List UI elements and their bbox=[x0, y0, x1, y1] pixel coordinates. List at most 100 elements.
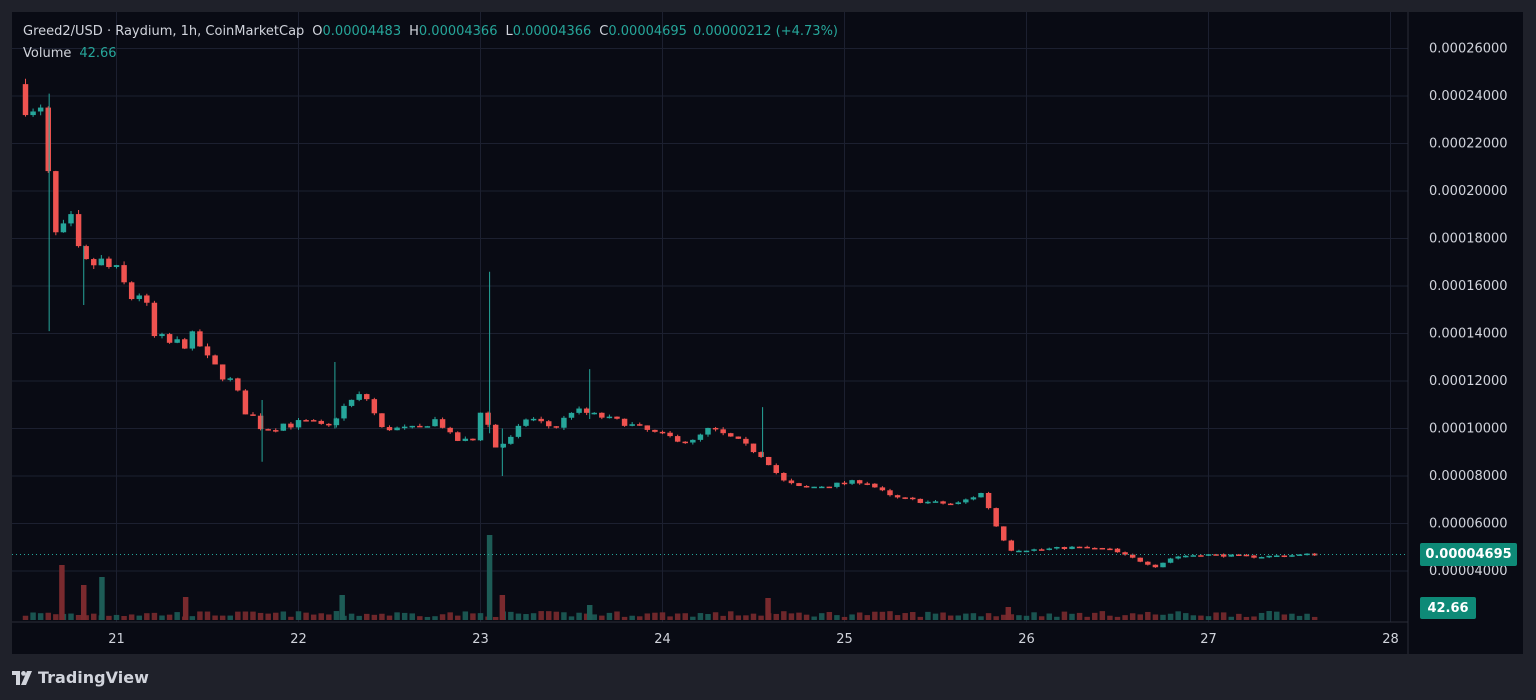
volume-bar bbox=[561, 612, 567, 620]
volume-bar bbox=[151, 612, 158, 620]
volume-bar bbox=[826, 611, 833, 620]
volume-spike-bar bbox=[1005, 607, 1012, 620]
candle-body bbox=[1281, 555, 1288, 558]
time-tick-label: 23 bbox=[472, 632, 489, 647]
volume-bar bbox=[1099, 611, 1106, 620]
volume-bar bbox=[401, 612, 408, 620]
candle-body bbox=[879, 487, 886, 491]
volume-bar bbox=[326, 614, 332, 620]
volume-bar bbox=[1274, 611, 1280, 620]
volume-bar bbox=[932, 613, 939, 620]
candle-body bbox=[364, 394, 370, 400]
volume-bar bbox=[819, 613, 825, 620]
candle-body bbox=[470, 438, 476, 441]
candle-body bbox=[819, 486, 825, 489]
candle-body bbox=[273, 430, 279, 432]
volume-bar bbox=[523, 614, 529, 620]
volume-bar bbox=[947, 615, 954, 620]
close-value: 0.00004695 bbox=[608, 24, 687, 39]
volume-bar bbox=[1038, 616, 1045, 620]
volume-bar bbox=[1023, 615, 1030, 620]
candle-body bbox=[1001, 526, 1007, 541]
price-tick-label: 0.00010000 bbox=[1429, 422, 1508, 437]
volume-bar bbox=[364, 613, 370, 620]
candle-body bbox=[257, 415, 264, 430]
volume-bar bbox=[1236, 613, 1242, 620]
volume-bar bbox=[864, 615, 870, 620]
volume-bar bbox=[515, 613, 522, 620]
volume-bar bbox=[174, 612, 180, 620]
volume-bar bbox=[1198, 615, 1204, 620]
candle-body bbox=[743, 438, 749, 444]
volume-bar bbox=[963, 613, 969, 620]
volume-bar bbox=[735, 615, 742, 620]
candle-body bbox=[887, 490, 893, 496]
volume-bar bbox=[841, 616, 848, 620]
volume-bar bbox=[1061, 611, 1068, 620]
volume-bar bbox=[1296, 615, 1303, 620]
volume-bar bbox=[1008, 614, 1015, 620]
volume-bar bbox=[902, 613, 908, 620]
symbol-title[interactable]: Greed2/USD · Raydium, 1h, CoinMarketCap bbox=[23, 24, 305, 39]
volume-bar bbox=[45, 612, 51, 620]
volume-bar bbox=[492, 616, 499, 620]
volume-bar bbox=[1137, 614, 1143, 620]
volume-bar bbox=[697, 613, 704, 620]
volume-bar bbox=[773, 613, 779, 620]
candle-body bbox=[174, 339, 180, 343]
candle-body bbox=[712, 427, 719, 430]
volume-label[interactable]: Volume bbox=[23, 46, 72, 61]
volume-bar bbox=[432, 616, 438, 620]
candle-body bbox=[614, 416, 620, 419]
volume-bar bbox=[128, 614, 135, 620]
volume-bar bbox=[242, 611, 249, 620]
candle-body bbox=[1274, 555, 1280, 558]
candlestick-chart[interactable]: 0.00004000 0.00006000 0.00008000 0.00010000… bbox=[12, 12, 1523, 654]
volume-bar bbox=[849, 614, 855, 620]
volume-bar bbox=[53, 614, 59, 620]
candle-body bbox=[1084, 546, 1090, 549]
candle-body bbox=[773, 465, 779, 473]
volume-bar bbox=[1213, 612, 1219, 620]
chart-pane[interactable]: 0.00004000 0.00006000 0.00008000 0.00010000… bbox=[12, 12, 1523, 654]
candle-body bbox=[379, 413, 385, 428]
volume-bar bbox=[690, 616, 696, 620]
close-label: C bbox=[599, 24, 609, 39]
candle-body bbox=[204, 346, 211, 356]
candle-body bbox=[788, 480, 795, 484]
volume-bar bbox=[781, 611, 787, 620]
volume-spike-bar bbox=[586, 605, 593, 620]
candle-body bbox=[1183, 555, 1189, 558]
volume-bar bbox=[394, 612, 400, 620]
volume-bar bbox=[477, 613, 484, 620]
time-tick-label: 27 bbox=[1200, 632, 1217, 647]
candle-body bbox=[508, 436, 514, 444]
volume-spike-bar bbox=[486, 535, 493, 620]
volume-bar bbox=[303, 612, 309, 620]
candle-body bbox=[1258, 557, 1265, 559]
candle-body bbox=[1099, 547, 1106, 550]
volume-bar bbox=[970, 613, 977, 620]
candle-body bbox=[591, 412, 597, 415]
candle-body bbox=[811, 486, 817, 489]
volume-bar bbox=[606, 612, 613, 620]
candle-body bbox=[758, 452, 764, 457]
volume-bar bbox=[993, 616, 999, 620]
volume-bar bbox=[955, 615, 961, 620]
candle-body bbox=[500, 443, 506, 448]
symbol-legend: Greed2/USD · Raydium, 1h, CoinMarketCap … bbox=[23, 24, 838, 39]
candle-body bbox=[371, 399, 378, 414]
volume-bar bbox=[204, 611, 211, 620]
candle-body bbox=[705, 427, 711, 435]
candle-body bbox=[22, 84, 29, 116]
volume-bar bbox=[834, 615, 840, 620]
time-tick-label: 28 bbox=[1382, 632, 1399, 647]
volume-bar bbox=[159, 615, 165, 620]
candle-body bbox=[242, 390, 249, 415]
last-price-badge: 0.00004695 bbox=[1420, 543, 1517, 566]
volume-spike-bar bbox=[499, 595, 506, 620]
volume-bar bbox=[470, 613, 476, 620]
tradingview-brand[interactable]: TradingView bbox=[12, 668, 149, 687]
candle-body bbox=[333, 418, 340, 426]
candle-body bbox=[553, 426, 560, 428]
